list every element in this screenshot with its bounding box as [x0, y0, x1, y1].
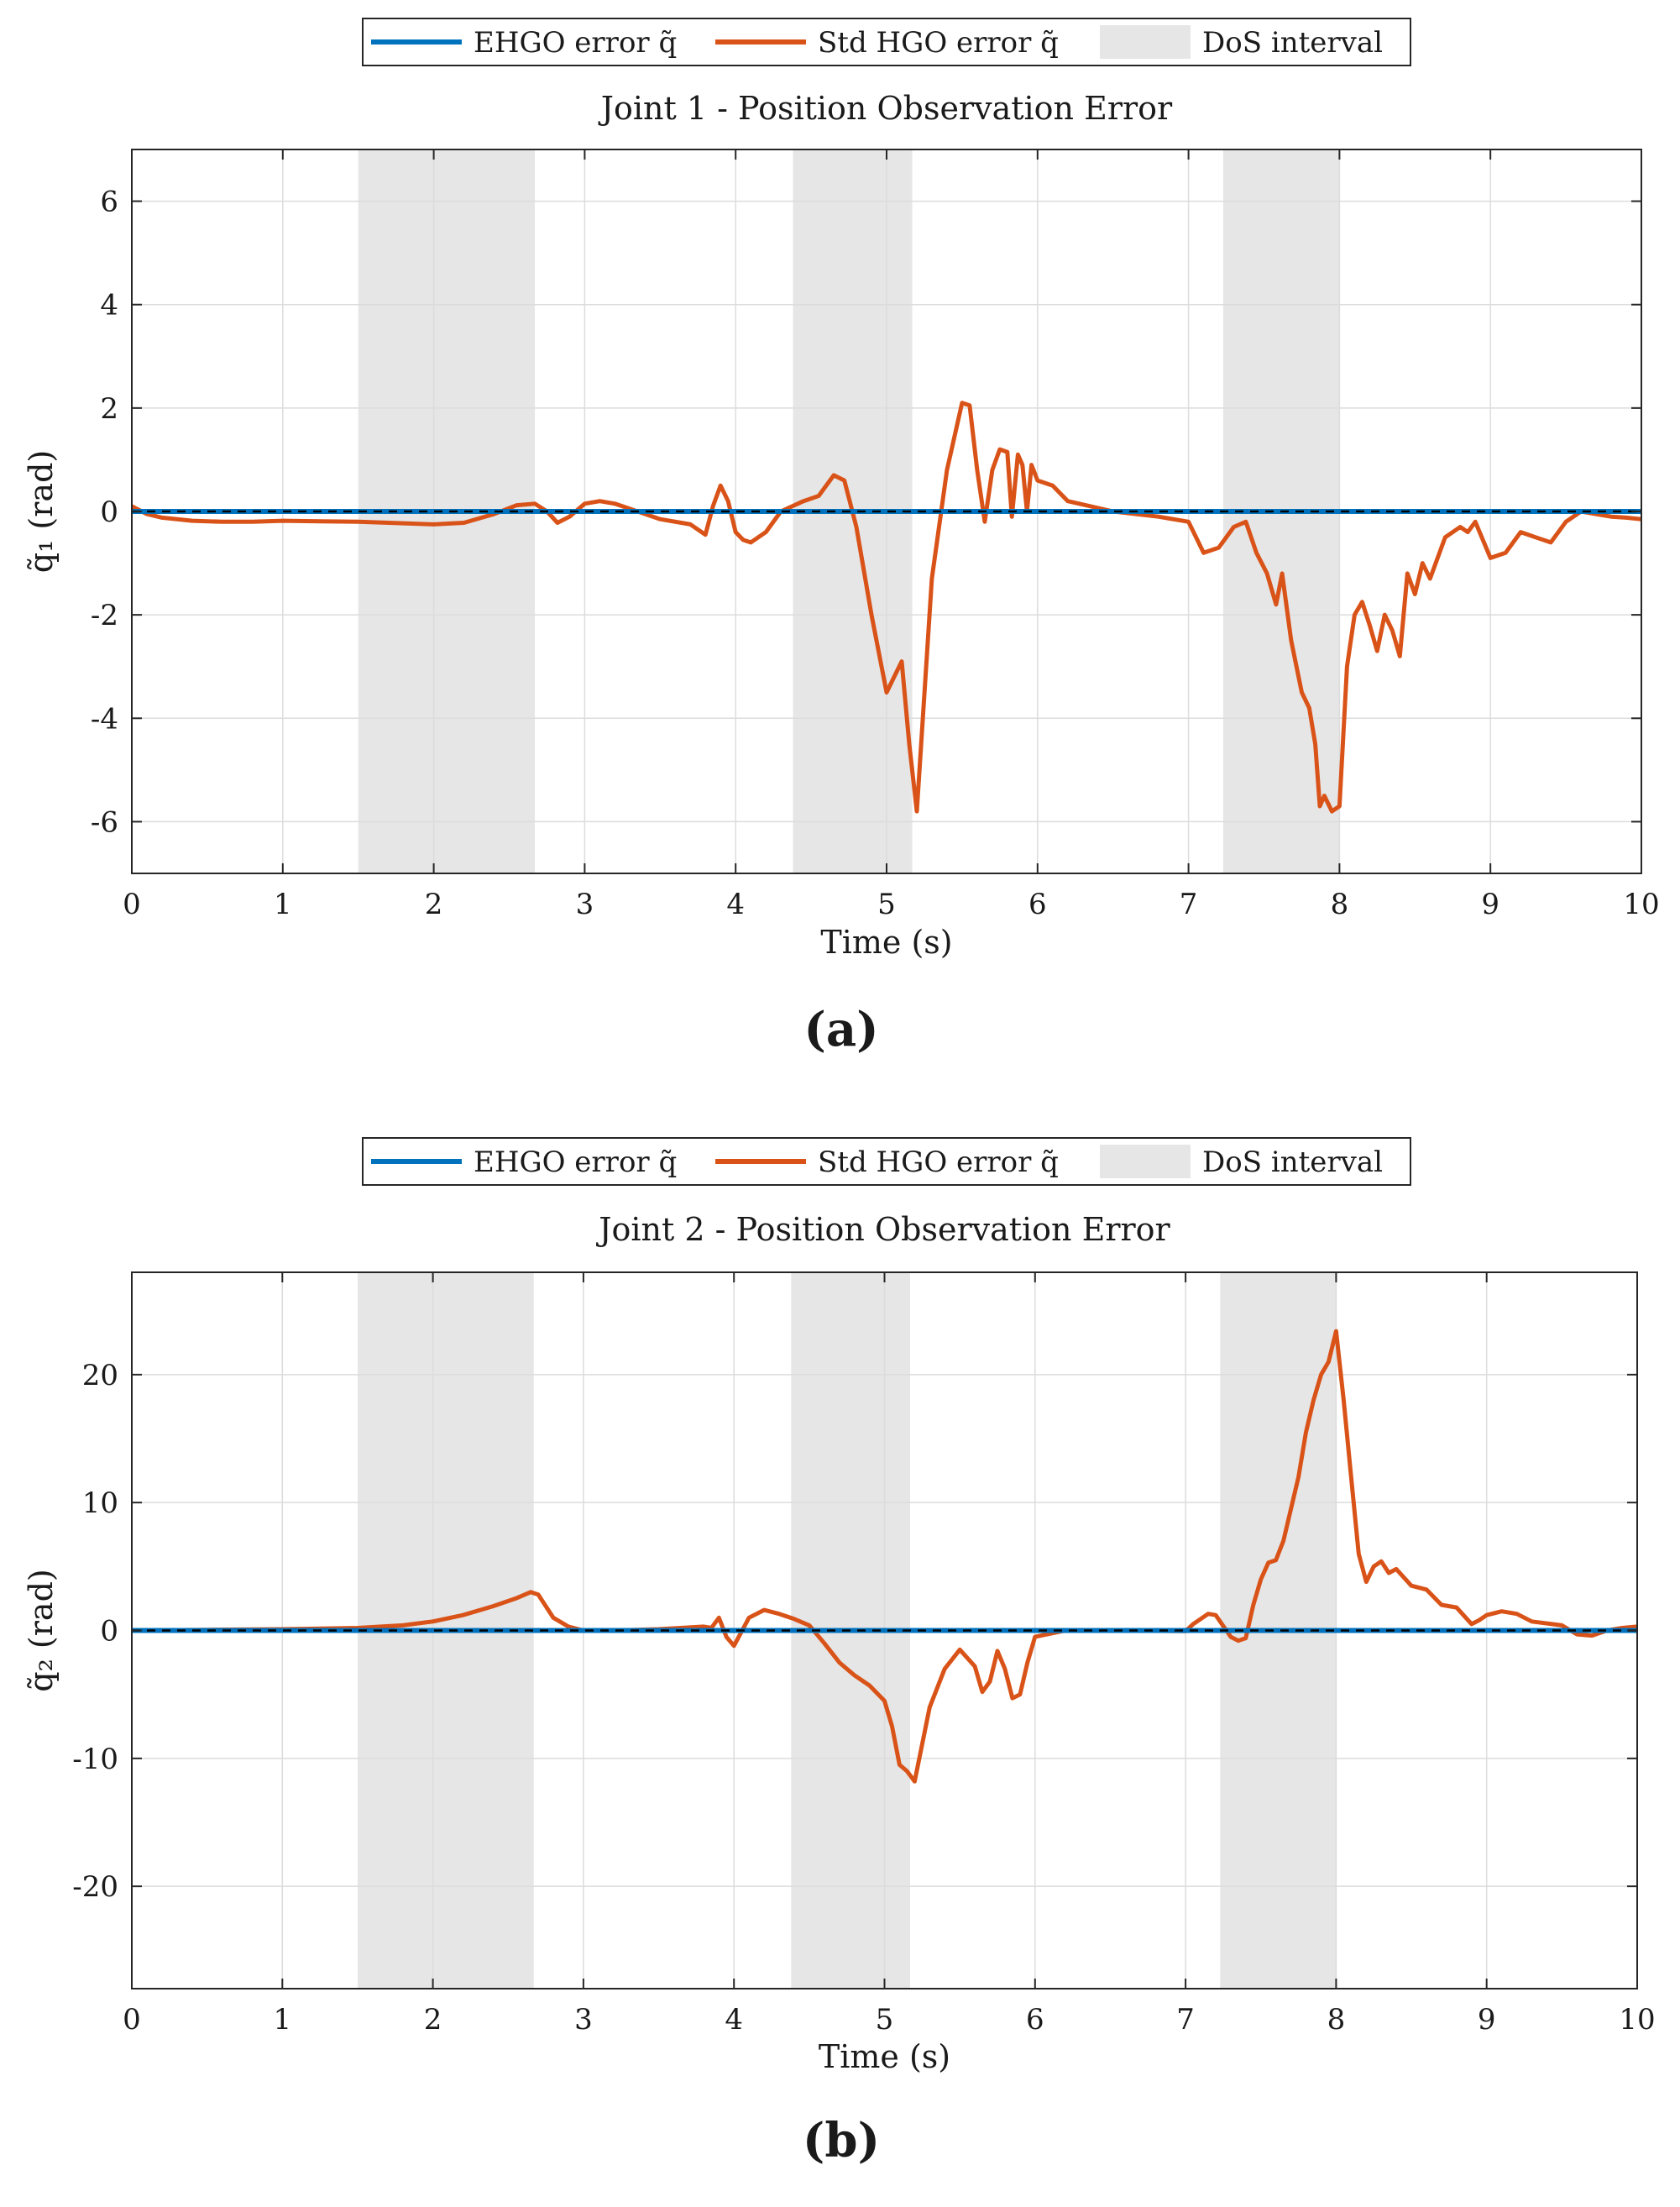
x-tick-label: 1 — [273, 2003, 291, 2037]
y-tick-label: -10 — [72, 1743, 118, 1776]
series-line-std-hgo — [132, 401, 1641, 814]
x-tick-label: 6 — [1028, 888, 1047, 921]
legend: EHGO error q̃ Std HGO error q̃ DoS interva… — [362, 18, 1411, 66]
x-tick-label: 2 — [425, 888, 443, 921]
x-axis-label: Time (s) — [820, 924, 952, 961]
x-tick-label: 8 — [1331, 888, 1349, 921]
x-tick-label: 3 — [574, 2003, 593, 2037]
y-tick-label: -2 — [91, 599, 118, 632]
y-tick-label: 20 — [82, 1359, 118, 1392]
x-tick-label: 3 — [576, 888, 594, 921]
y-axis-label: q̃₁ (rad) — [23, 450, 60, 573]
chart-title: Joint 1 - Position Observation Error — [598, 90, 1173, 127]
legend-box — [362, 1137, 1411, 1186]
x-tick-label: 2 — [424, 2003, 442, 2037]
x-tick-label: 4 — [725, 2003, 743, 2037]
x-tick-label: 5 — [877, 888, 896, 921]
legend-entry-label: DoS interval — [1202, 1145, 1383, 1179]
legend-entry-label: Std HGO error q̃ — [818, 26, 1059, 60]
legend-entry-label: EHGO error q̃ — [474, 1145, 677, 1179]
x-tick-label: 9 — [1478, 2003, 1496, 2037]
x-tick-label: 7 — [1180, 888, 1198, 921]
y-tick-label: -6 — [91, 805, 118, 839]
chart-panel-b: 0 1 2 3 4 5 6 7 8 9 10 -20 -10 0 10 20 Joint 2 - Positio… — [23, 1137, 1656, 2168]
x-tick-label: 4 — [726, 888, 745, 921]
y-tick-label: 4 — [100, 289, 118, 322]
y-tick-label: -4 — [91, 702, 118, 736]
x-tick-label: 1 — [274, 888, 292, 921]
x-tick-label: 7 — [1176, 2003, 1195, 2037]
legend-swatch-patch — [1100, 25, 1191, 59]
y-tick-label: 6 — [100, 186, 118, 219]
y-tick-label: 10 — [82, 1486, 118, 1520]
x-tick-label: 8 — [1327, 2003, 1346, 2037]
legend-entry-label: DoS interval — [1202, 26, 1383, 60]
x-tick-label: 10 — [1623, 888, 1659, 921]
panel-label: (a) — [803, 1002, 878, 1057]
y-tick-label: 2 — [100, 392, 118, 426]
legend-box — [362, 18, 1411, 66]
y-axis-label: q̃₂ (rad) — [23, 1569, 60, 1691]
x-tick-label: 9 — [1481, 888, 1499, 921]
y-tick-label: -20 — [72, 1870, 118, 1904]
chart-title: Joint 2 - Position Observation Error — [595, 1211, 1170, 1248]
chart-panel-a: 0 1 2 3 4 5 6 7 8 9 10 -6 -4 -2 0 2 4 6 Joint 1 - Position… — [23, 18, 1660, 1057]
x-tick-label: 10 — [1619, 2003, 1655, 2037]
legend-swatch-patch — [1100, 1145, 1191, 1178]
panel-label: (b) — [803, 2113, 880, 2168]
legend-entry-label: Std HGO error q̃ — [818, 1145, 1059, 1179]
x-axis-label: Time (s) — [819, 2038, 950, 2075]
y-tick-label: 0 — [100, 1615, 118, 1649]
y-tick-label: 0 — [100, 495, 118, 529]
x-tick-label: 6 — [1026, 2003, 1044, 2037]
x-tick-label: 0 — [123, 888, 141, 921]
x-tick-label: 5 — [876, 2003, 894, 2037]
x-tick-label: 0 — [123, 2003, 141, 2037]
legend: EHGO error q̃ Std HGO error q̃ DoS interva… — [362, 1137, 1411, 1186]
legend-entry-label: EHGO error q̃ — [474, 26, 677, 60]
